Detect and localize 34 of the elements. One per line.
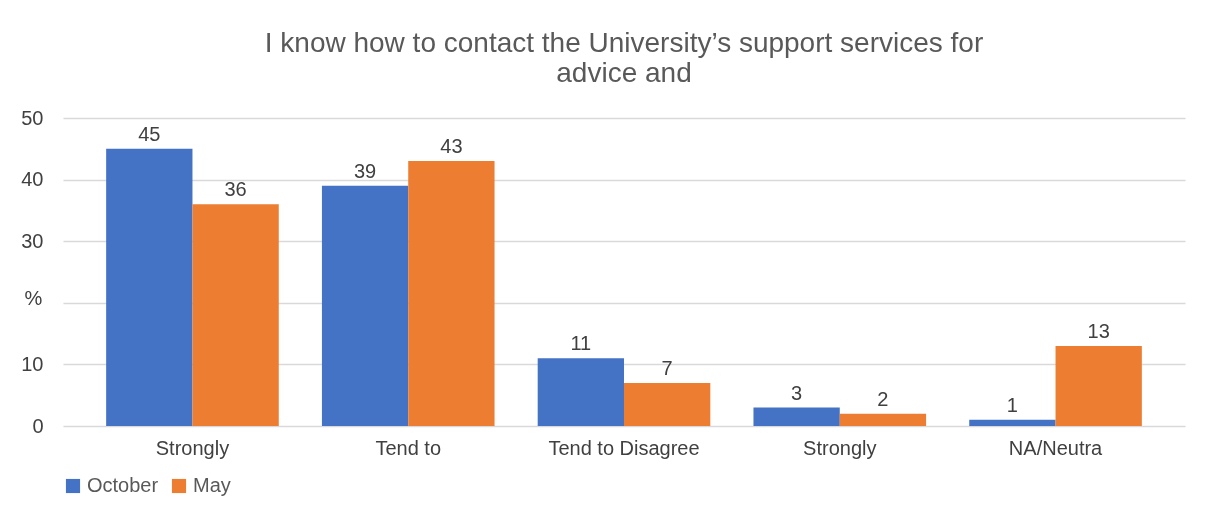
data-label: 39 bbox=[353, 159, 377, 182]
legend-label: October bbox=[87, 474, 159, 496]
data-label: 7 bbox=[661, 356, 673, 379]
bar bbox=[321, 185, 409, 426]
data-label: 2 bbox=[877, 387, 889, 410]
bar bbox=[839, 413, 927, 426]
bar bbox=[192, 204, 279, 426]
data-label: 1 bbox=[1006, 393, 1018, 416]
y-tick-label: 40 bbox=[21, 168, 44, 191]
x-tick-label: Strongly bbox=[155, 436, 230, 459]
x-tick-label: Strongly bbox=[803, 436, 877, 459]
data-label: 36 bbox=[224, 178, 247, 201]
x-tick-label: Tend to bbox=[375, 436, 442, 459]
data-label: 11 bbox=[570, 332, 592, 355]
chart-title: I know how to contact the University’s support services for advice and bbox=[264, 27, 984, 88]
bar bbox=[969, 419, 1056, 426]
data-label: 3 bbox=[791, 381, 803, 404]
bar bbox=[753, 407, 840, 426]
bar bbox=[106, 148, 193, 426]
y-tick-label: 50 bbox=[21, 106, 44, 129]
bar bbox=[408, 161, 495, 426]
x-tick-label: NA/Neutra bbox=[1008, 436, 1104, 459]
y-axis-title: % bbox=[24, 286, 43, 309]
x-tick-label: Tend to Disagree bbox=[548, 436, 700, 459]
data-label: 43 bbox=[440, 135, 463, 158]
bar bbox=[537, 358, 624, 426]
bar bbox=[1055, 345, 1142, 426]
data-label: 13 bbox=[1087, 319, 1110, 342]
y-tick-label: 10 bbox=[21, 352, 44, 375]
bar bbox=[624, 382, 711, 426]
y-tick-label: 30 bbox=[21, 229, 44, 252]
legend-label: May bbox=[193, 474, 231, 496]
y-tick-label: 0 bbox=[32, 414, 44, 437]
data-label: 45 bbox=[138, 122, 161, 145]
